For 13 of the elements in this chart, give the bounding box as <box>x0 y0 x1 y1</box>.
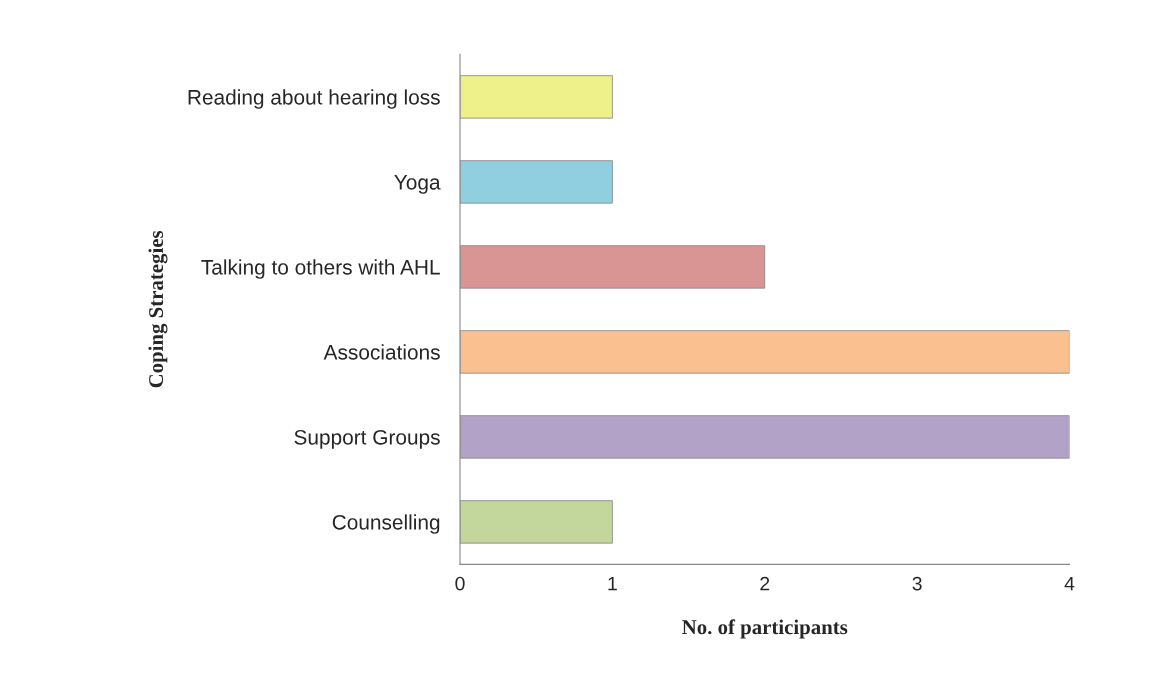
x-tick-label: 3 <box>912 576 922 591</box>
y-axis-title: Coping Strategies <box>148 230 168 388</box>
y-tick-label: Yoga <box>394 175 441 194</box>
y-tick-label: Counselling <box>332 514 440 534</box>
y-tick-label: Associations <box>323 344 440 360</box>
x-tick-label: 2 <box>760 576 770 591</box>
x-tick-label: 4 <box>1064 576 1075 591</box>
y-tick-label: Reading about hearing loss <box>188 89 440 109</box>
y-tick-label: Support Groups <box>294 429 440 449</box>
y-tick-label: Talking to others with AHL <box>201 259 440 279</box>
x-tick-label: 0 <box>455 576 465 591</box>
x-axis-title: No. of participants <box>682 619 848 639</box>
x-tick-label: 1 <box>608 576 617 591</box>
